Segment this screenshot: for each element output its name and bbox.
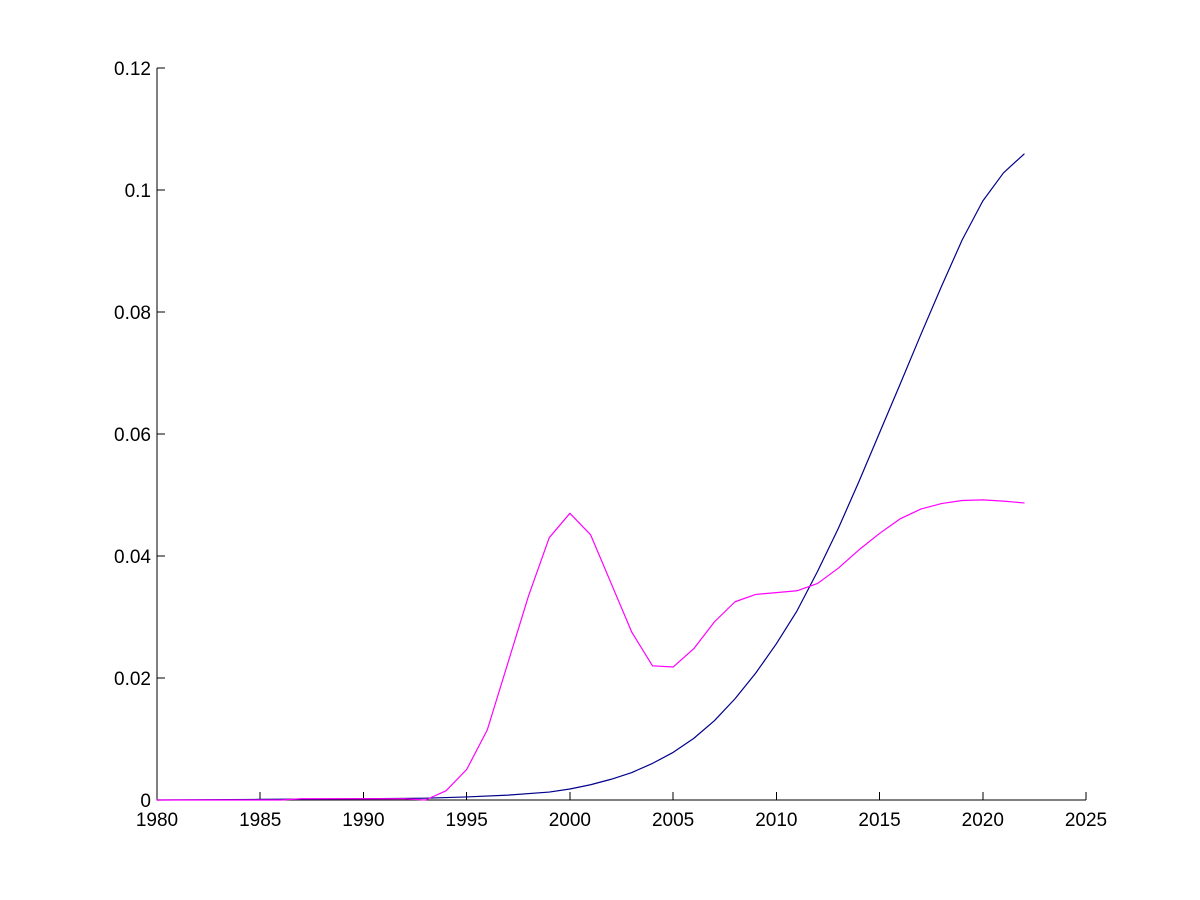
x-tick-label: 1990: [342, 810, 384, 831]
y-tick-label: 0.02: [114, 669, 151, 690]
y-tick-label: 0.06: [114, 425, 151, 446]
x-tick-label: 2000: [549, 810, 591, 831]
x-tick-label: 1995: [446, 810, 488, 831]
y-tick-label: 0: [140, 791, 151, 812]
x-tick-label: 2015: [858, 810, 900, 831]
series-line-2: [156, 499, 1025, 801]
x-tick-label: 2010: [755, 810, 797, 831]
x-tick-label: 2025: [1065, 810, 1107, 831]
x-tick-label: 1980: [136, 810, 178, 831]
x-tick-label: 2005: [652, 810, 694, 831]
y-tick-label: 0.04: [114, 547, 151, 568]
y-tick-label: 0.12: [114, 59, 151, 80]
x-tick-label: 1985: [239, 810, 281, 831]
series-lines: [156, 153, 1025, 801]
x-tick-label: 2020: [962, 810, 1004, 831]
y-tick-label: 0.08: [114, 303, 151, 324]
series-line-1: [156, 153, 1025, 801]
axis-ticks: 1980 1985 1990 1995 2000 2005 2010 2015 2020 2025…: [114, 59, 1107, 831]
y-tick-label: 0.1: [125, 181, 151, 202]
